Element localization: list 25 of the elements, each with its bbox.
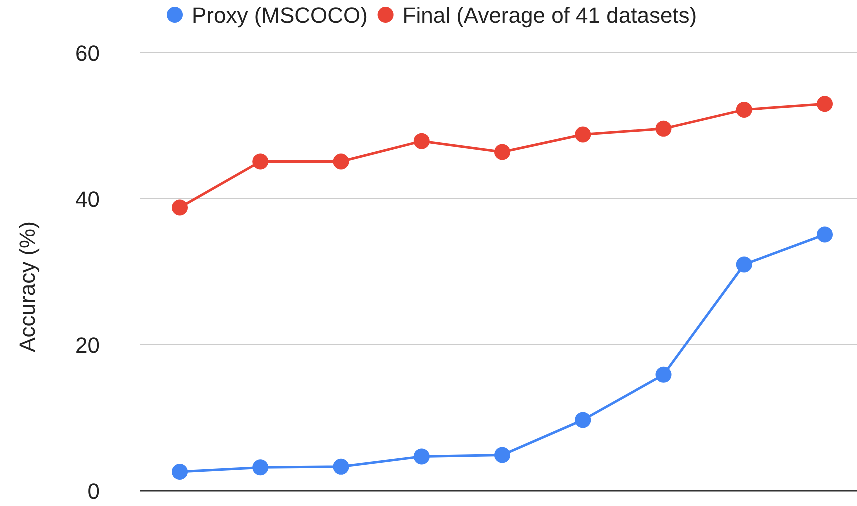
point bbox=[252, 460, 269, 476]
point bbox=[333, 458, 350, 475]
point bbox=[414, 133, 430, 150]
point bbox=[575, 412, 592, 428]
point bbox=[656, 366, 672, 383]
y-tick-label: 40 bbox=[76, 187, 100, 212]
y-tick-label: 20 bbox=[76, 333, 100, 358]
point bbox=[172, 200, 188, 216]
point bbox=[172, 464, 188, 480]
point bbox=[656, 120, 672, 137]
point bbox=[252, 154, 269, 170]
y-tick-label: 60 bbox=[76, 41, 100, 66]
point bbox=[736, 256, 752, 273]
point bbox=[575, 126, 592, 143]
point bbox=[736, 102, 752, 118]
legend-label: Proxy (MSCOCO) bbox=[192, 3, 368, 28]
legend-label: Final (Average of 41 datasets) bbox=[402, 3, 698, 28]
point bbox=[494, 447, 510, 464]
point bbox=[333, 154, 350, 170]
point bbox=[414, 448, 430, 465]
point bbox=[494, 144, 510, 160]
point bbox=[817, 96, 833, 112]
y-tick-label: 0 bbox=[88, 479, 100, 504]
point bbox=[817, 226, 833, 243]
y-axis-title: Accuracy (%) bbox=[15, 222, 40, 352]
